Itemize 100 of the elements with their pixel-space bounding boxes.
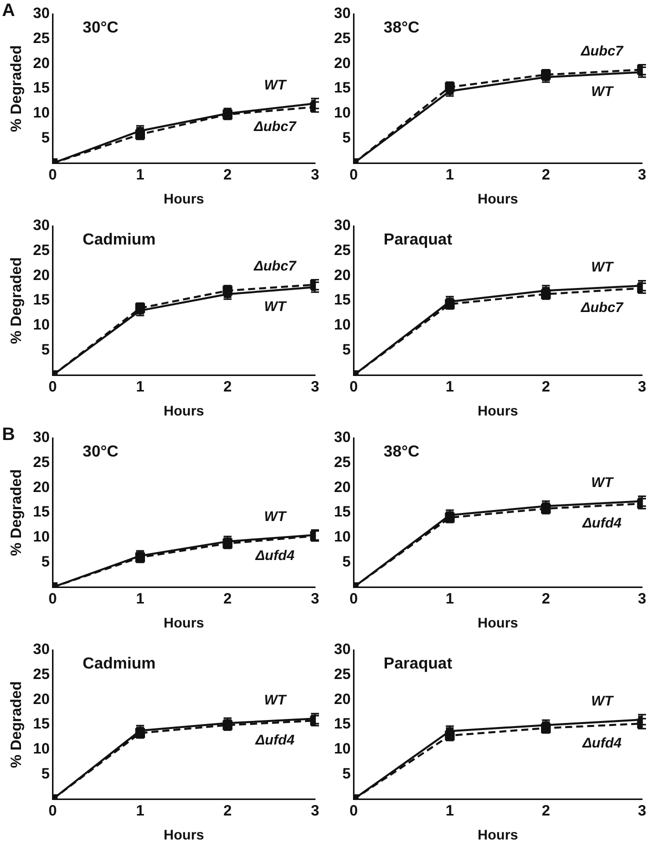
x-tick-label: 0 — [48, 378, 57, 396]
y-tick-label: 30 — [32, 217, 50, 234]
x-tick-label: 2 — [542, 166, 550, 184]
x-axis-title: Hours — [164, 190, 204, 206]
x-axis-title: Hours — [164, 614, 204, 630]
series-label: Δufd4 — [582, 514, 622, 531]
series-label: WT — [591, 474, 614, 490]
x-tick-label: 1 — [136, 378, 144, 396]
x-tick-label: 3 — [310, 590, 320, 608]
x-tick-label: 3 — [310, 378, 320, 396]
text: A — [2, 0, 15, 20]
y-tick-label: 25 — [334, 666, 351, 684]
series-label: Δufd4 — [254, 731, 295, 748]
x-tick-label: 3 — [638, 802, 646, 820]
x-tick-label: 2 — [223, 802, 232, 820]
y-tick-label: 25 — [32, 242, 50, 260]
series-label: WT — [591, 692, 614, 708]
x-tick-label: 3 — [638, 378, 646, 396]
x-tick-label: 1 — [446, 166, 454, 184]
series-label: WT — [591, 258, 614, 275]
chart-title: Paraquat — [384, 655, 453, 672]
x-tick-label: 0 — [48, 590, 57, 608]
y-tick-label: 5 — [41, 765, 50, 782]
y-tick-label: 30 — [334, 429, 351, 446]
y-tick-label: 20 — [32, 266, 50, 284]
x-tick-label: 2 — [223, 378, 232, 396]
x-tick-label: 0 — [350, 166, 358, 184]
y-tick-label: 30 — [334, 217, 351, 234]
series-label: WT — [264, 508, 288, 524]
series-label: Δubc7 — [252, 258, 298, 274]
y-tick-label: 15 — [334, 80, 351, 97]
series-label: Δubc7 — [580, 42, 624, 59]
y-tick-label: 10 — [32, 740, 50, 758]
y-tick-label: 25 — [334, 30, 351, 48]
chart-title: Paraquat — [384, 231, 453, 248]
y-tick-label: 25 — [334, 242, 351, 260]
y-tick-label: 10 — [334, 104, 351, 122]
y-tick-label: 25 — [32, 30, 50, 48]
y-tick-label: 5 — [41, 129, 50, 146]
x-tick-label: 1 — [446, 590, 454, 608]
y-tick-label: 30 — [32, 641, 50, 658]
x-tick-label: 2 — [542, 802, 550, 820]
x-tick-label: 1 — [446, 378, 454, 396]
series-label: WT — [264, 298, 288, 314]
y-tick-label: 30 — [32, 429, 50, 446]
x-tick-label: 0 — [350, 802, 358, 820]
y-tick-label: 25 — [32, 454, 50, 472]
y-axis-title: % Degraded — [8, 257, 26, 344]
y-tick-label: 30 — [32, 5, 50, 22]
text: B — [2, 424, 15, 444]
series-label: Δufd4 — [582, 734, 622, 750]
y-tick-label: 5 — [342, 341, 351, 358]
y-tick-label: 10 — [334, 528, 351, 546]
x-tick-label: 1 — [136, 802, 144, 820]
x-axis-title: Hours — [478, 190, 518, 206]
y-tick-label: 15 — [32, 80, 50, 97]
y-tick-label: 15 — [334, 504, 351, 521]
x-tick-label: 2 — [223, 590, 232, 608]
y-tick-label: 15 — [32, 716, 50, 733]
chart-title: 38°C — [384, 443, 420, 460]
y-tick-label: 25 — [334, 454, 351, 472]
y-tick-label: 15 — [334, 716, 351, 733]
x-tick-label: 3 — [310, 802, 320, 820]
series-label: WT — [264, 691, 288, 708]
x-tick-label: 2 — [542, 590, 550, 608]
y-tick-label: 10 — [32, 528, 50, 546]
x-axis-title: Hours — [478, 826, 518, 842]
x-tick-label: 1 — [136, 590, 144, 608]
series-label: Δufd4 — [254, 546, 295, 563]
x-axis-title: Hours — [164, 402, 204, 418]
y-tick-label: 5 — [41, 553, 50, 570]
x-tick-label: 0 — [48, 802, 57, 820]
y-axis-title: % Degraded — [8, 45, 26, 132]
x-axis-title: Hours — [164, 826, 204, 842]
x-tick-label: 3 — [638, 590, 646, 608]
y-tick-label: 5 — [342, 553, 351, 570]
y-tick-label: 20 — [32, 478, 50, 496]
chart-title: Cadmium — [82, 655, 156, 672]
x-tick-label: 1 — [446, 802, 454, 820]
series-label: WT — [591, 83, 614, 100]
x-tick-label: 2 — [223, 166, 232, 184]
y-tick-label: 5 — [342, 129, 351, 146]
chart-title: Cadmium — [82, 231, 156, 248]
chart-title: 38°C — [384, 19, 420, 36]
x-tick-label: 0 — [48, 166, 57, 184]
y-axis-title: % Degraded — [8, 681, 26, 768]
y-tick-label: 15 — [334, 292, 351, 309]
y-tick-label: 5 — [342, 765, 351, 782]
y-tick-label: 20 — [32, 54, 50, 72]
chart-title: 30°C — [82, 19, 119, 36]
y-axis-title: % Degraded — [8, 469, 26, 556]
y-tick-label: 25 — [32, 666, 50, 684]
y-tick-label: 20 — [334, 266, 351, 284]
y-tick-label: 20 — [334, 478, 351, 496]
y-tick-label: 15 — [32, 504, 50, 521]
x-tick-label: 0 — [350, 378, 358, 396]
y-tick-label: 30 — [334, 5, 351, 22]
y-tick-label: 10 — [32, 316, 50, 334]
y-tick-label: 20 — [32, 690, 50, 708]
y-tick-label: 30 — [334, 641, 351, 658]
